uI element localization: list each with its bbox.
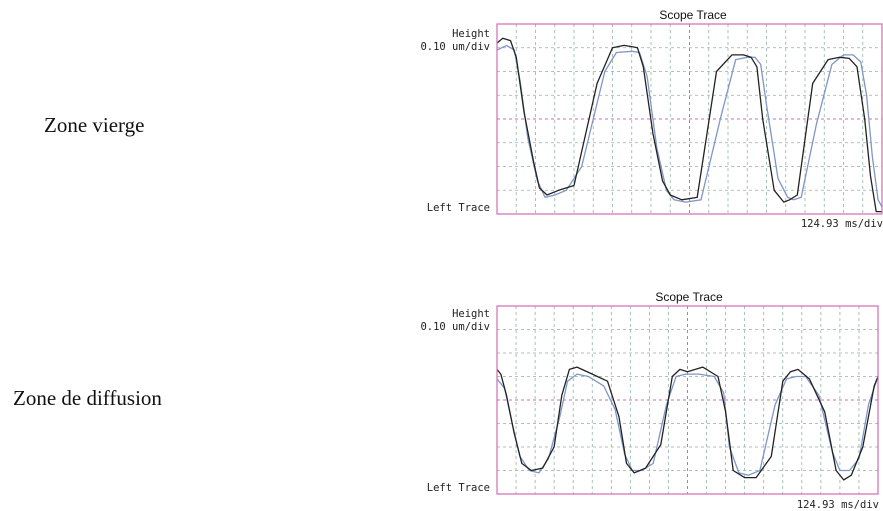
y-axis-label-scale: 0.10 um/div: [420, 321, 490, 333]
trace-line-1: [496, 44, 883, 208]
row-label-zone-vierge: Zone vierge: [44, 113, 145, 137]
plot-area: [496, 305, 879, 495]
trace-line-0: [496, 37, 882, 213]
plot-background: [497, 306, 878, 494]
y-axis-label-scale: 0.10 um/div: [420, 41, 490, 53]
scope-panel-top: Scope Trace Height 0.10 um/div Left Trac…: [420, 8, 883, 230]
left-trace-label: Left Trace: [427, 202, 490, 214]
row-label-zone-diffusion: Zone de diffusion: [13, 386, 162, 410]
chart-title: Scope Trace: [655, 290, 723, 304]
plot-frame: [496, 305, 879, 495]
trace-line-1: [496, 373, 879, 476]
scope-panel-bottom: Scope Trace Height 0.10 um/div Left Trac…: [420, 290, 879, 511]
left-trace-label: Left Trace: [427, 482, 490, 494]
chart-title: Scope Trace: [659, 8, 727, 22]
plot-area: [496, 23, 883, 215]
y-axis-label-height: Height: [452, 28, 490, 40]
trace-line-0: [496, 366, 879, 481]
x-scale-label: 124.93 ms/div: [801, 218, 883, 230]
plot-frame: [496, 23, 883, 215]
y-axis-label-height: Height: [452, 308, 490, 320]
x-scale-label: 124.93 ms/div: [797, 499, 879, 511]
